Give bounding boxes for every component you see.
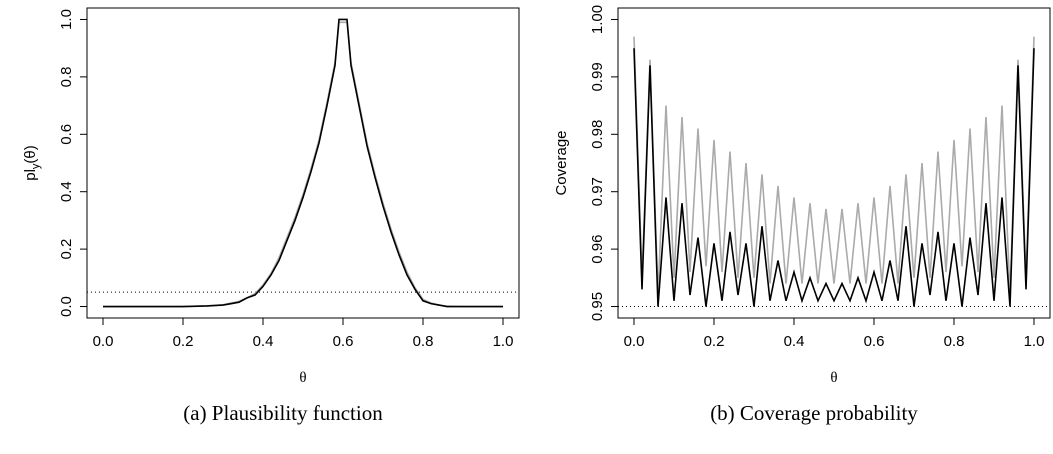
y-axis-label-part: pl [22,169,39,181]
y-axis-label-part: (θ) [22,145,39,163]
caption: (a) Plausibility function [183,401,383,425]
series-line [103,18,503,308]
y-tick-label: 0.6 [58,124,75,145]
y-tick-label: 1.00 [589,5,606,34]
y-axis-label-part: Coverage [553,130,570,195]
x-axis-label: θ [299,370,306,386]
y-tick-label: 0.2 [58,239,75,260]
y-tick-label: 0.96 [589,235,606,264]
x-axis-label: θ [830,370,837,386]
x-tick-label: 0.2 [704,333,725,350]
series-line [633,36,1035,296]
y-axis-label-part: y [30,163,42,169]
x-tick-label: 0.4 [784,333,805,350]
x-tick-label: 0.8 [944,333,965,350]
plot-frame [86,7,520,319]
y-axis-label: ply(θ) [22,145,42,181]
series-line [633,48,1035,307]
y-tick-label: 0.99 [589,62,606,91]
x-tick-label: 0.8 [413,333,434,350]
plot-frame [617,7,1051,319]
y-tick-label: 0.95 [589,292,606,321]
y-tick-label: 0.98 [589,120,606,149]
caption: (b) Coverage probability [710,401,918,425]
x-tick-label: 0.0 [624,333,645,350]
x-tick-label: 1.0 [493,333,514,350]
y-tick-label: 1.0 [58,9,75,30]
y-tick-label: 0.8 [58,66,75,87]
x-tick-label: 0.2 [173,333,194,350]
x-tick-label: 0.0 [93,333,114,350]
y-tick-label: 0.0 [58,296,75,317]
x-tick-label: 0.4 [253,333,274,350]
y-tick-label: 0.4 [58,181,75,202]
x-tick-label: 0.6 [864,333,885,350]
y-tick-label: 0.97 [589,177,606,206]
y-axis-label: Coverage [553,130,570,195]
x-tick-label: 0.6 [333,333,354,350]
x-tick-label: 1.0 [1024,333,1045,350]
series-line [103,21,503,308]
